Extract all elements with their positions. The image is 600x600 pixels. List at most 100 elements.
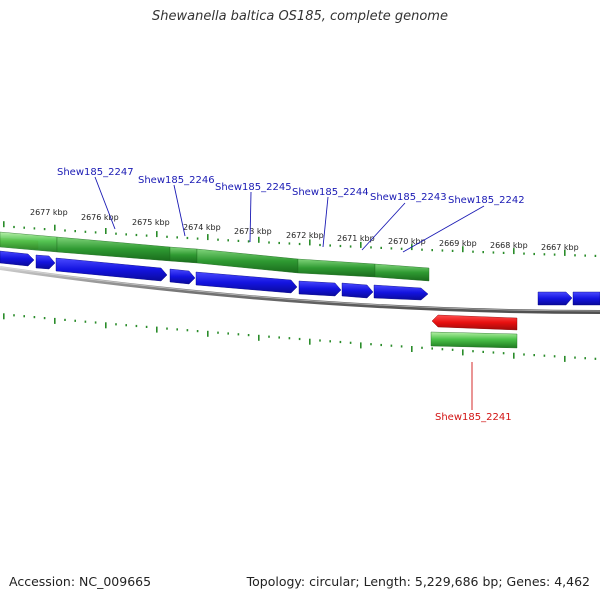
scale-tick [247,240,250,243]
scale-tick-label: 2669 kbp [439,239,477,248]
scale-tick [64,318,66,321]
cds-arrow-forward[interactable] [35,254,56,270]
scale-tick [502,251,505,254]
scale-tick [380,246,382,249]
gene-feature-green[interactable] [196,248,299,274]
map-title: Shewanella baltica OS185, complete genom… [152,9,448,24]
scale-tick [23,315,25,318]
scale-tick [543,253,546,256]
scale-tick [349,245,352,248]
gene-feature-green-reverse[interactable] [430,331,518,349]
scale-tick [482,251,484,254]
scale-tick [319,243,321,247]
gene-label-leaders [94,176,485,410]
gene-label[interactable]: Shew185_2241 [435,412,512,423]
scale-tick-label: 2668 kbp [490,241,528,250]
scale-tick [125,233,127,236]
cds-arrow-forward[interactable] [195,271,298,294]
scale-tick [43,317,46,320]
gene-label[interactable]: Shew185_2242 [448,195,525,206]
gene-labels: Shew185_2247 Shew185_2246 Shew185_2245 S… [57,167,525,423]
scale-tick [135,233,138,237]
scale-tick-label: 2672 kbp [286,231,324,240]
cds-arrow-forward[interactable] [298,280,342,297]
scale-tick [288,337,291,340]
scale-tick [553,253,556,256]
gene-feature-green[interactable] [56,236,171,262]
scale-tick [54,317,56,324]
scale-tick [400,345,403,348]
gene-label[interactable]: Shew185_2247 [57,167,134,178]
outer-scale-ticks [3,221,597,257]
scale-tick [472,350,474,353]
scale-tick [3,221,5,228]
scale-tick [156,231,158,238]
scale-tick [574,254,576,257]
scale-tick [74,319,76,322]
scale-tick-label: 2671 kbp [337,234,375,243]
gene-feature-green[interactable] [297,258,376,278]
scale-tick [227,332,229,335]
scale-tick [492,251,495,254]
gene-label[interactable]: Shew185_2246 [138,175,215,186]
scale-tick [553,355,556,358]
scale-tick [84,230,87,233]
scale-tick [176,328,178,331]
gene-feature-green[interactable] [374,263,430,282]
gene-label[interactable]: Shew185_2243 [370,192,447,203]
scale-tick-label: 2677 kbp [30,208,68,217]
scale-tick [166,235,168,238]
scale-tick [513,352,515,359]
cds-arrow-forward[interactable] [55,257,168,282]
cds-arrow-reverse[interactable] [431,314,518,331]
scale-tick [329,244,331,247]
scale-tick [431,347,433,350]
scale-tick [472,250,474,253]
cds-arrow-forward[interactable] [537,291,573,306]
scale-tick [145,325,148,328]
cds-arrow-forward[interactable] [169,268,196,285]
scale-tick [43,228,46,231]
scale-tick [105,228,107,234]
scale-tick [451,249,454,252]
scale-tick [370,246,372,249]
gene-label[interactable]: Shew185_2244 [292,187,369,198]
scale-tick [482,350,484,353]
scale-tick [94,231,97,234]
cds-arrow-forward[interactable] [373,284,429,301]
gene-feature-green[interactable] [0,231,58,253]
scale-tick [533,252,535,256]
scale-tick [186,236,189,240]
scale-tick [176,236,178,239]
scale-tick [492,351,495,354]
scale-tick [64,229,66,232]
scale-tick [268,335,270,338]
scale-tick [13,225,15,229]
scale-tick [309,239,311,246]
scale-tick [217,238,219,241]
scale-tick [533,354,535,357]
scale-tick [594,357,597,360]
scale-tick [462,246,464,253]
scale-tick [115,323,117,326]
scale-tick [125,324,127,327]
gene-label[interactable]: Shew185_2245 [215,182,292,193]
scale-tick [309,338,311,345]
scale-tick [594,254,597,257]
scale-tick [329,340,331,343]
scale-tick [258,334,260,341]
scale-tick [360,342,362,349]
scale-tick [278,336,280,339]
cds-arrow-forward[interactable] [0,250,35,267]
scale-tick [54,224,56,231]
scale-tick [23,226,25,229]
scale-tick [441,348,444,351]
scale-tick [166,327,168,330]
scale-tick [74,230,76,233]
cds-arrow-forward[interactable] [572,291,600,306]
cds-arrow-forward[interactable] [341,282,374,299]
scale-tick [462,349,464,356]
gene-feature-green[interactable] [169,246,198,264]
scale-tick [513,248,515,255]
